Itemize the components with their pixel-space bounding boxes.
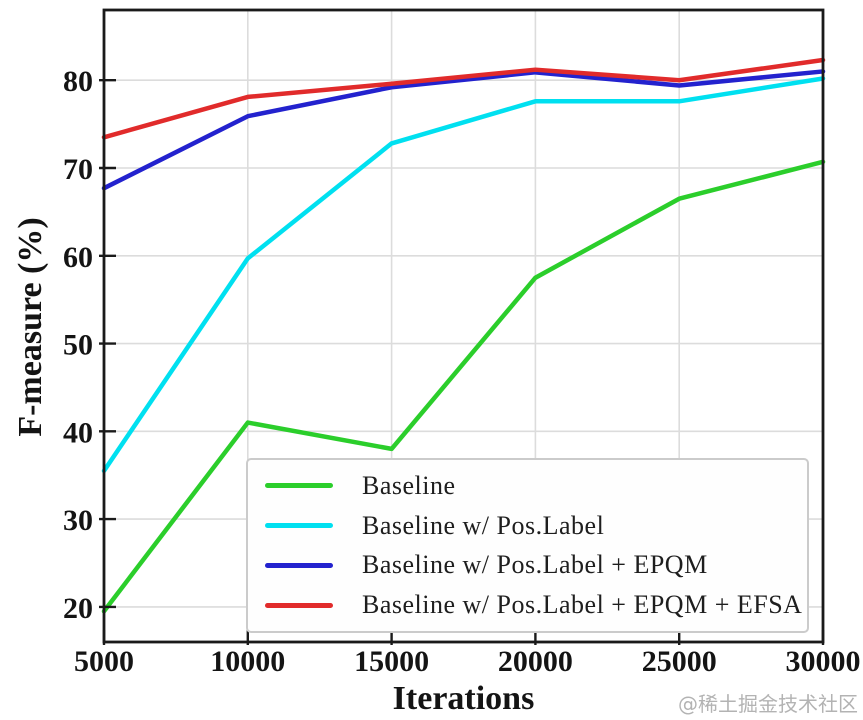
y-tick-label: 40	[63, 416, 93, 449]
y-tick-label: 80	[63, 65, 93, 98]
x-tick-label: 10000	[210, 645, 285, 678]
baseline-line-swatch	[265, 483, 333, 489]
legend-label: Baseline w/ Pos.Label + EPQM + EFSA	[362, 590, 803, 620]
series-line	[101, 57, 826, 140]
y-axis-label: F-measure (%)	[12, 217, 49, 437]
plot-border	[102, 8, 825, 644]
y-tick-label: 60	[63, 241, 93, 274]
watermark-text: @稀土掘金技术社区	[678, 692, 858, 716]
x-axis-label: Iterations	[392, 680, 535, 717]
x-tick-label: 5000	[74, 645, 134, 678]
legend-item-epqm: Baseline w/ Pos.Label + EPQM	[248, 547, 807, 583]
poslabel-line-swatch	[265, 523, 333, 529]
x-tick-label: 30000	[786, 645, 861, 678]
series-line	[101, 159, 826, 614]
y-tick-label: 50	[63, 329, 93, 362]
efsa-line-swatch	[265, 602, 333, 608]
x-tick-label: 25000	[642, 645, 717, 678]
x-tick-label: 15000	[354, 645, 429, 678]
series-line	[101, 76, 826, 474]
y-tick-label: 30	[63, 504, 93, 537]
legend-label: Baseline	[362, 470, 456, 500]
x-tick-label: 20000	[498, 645, 573, 678]
series-line	[101, 69, 826, 191]
legend-item-poslabel: Baseline w/ Pos.Label	[248, 508, 807, 544]
legend-item-efsa: Baseline w/ Pos.Label + EPQM + EFSA	[248, 587, 807, 623]
y-tick-label: 20	[63, 592, 93, 625]
epqm-line-swatch	[265, 562, 333, 568]
y-tick-label: 70	[63, 153, 93, 186]
legend-label: Baseline w/ Pos.Label	[362, 510, 605, 540]
legend-item-baseline: Baseline	[248, 468, 807, 504]
legend-label: Baseline w/ Pos.Label + EPQM	[362, 550, 708, 580]
chart-legend: Baseline Baseline w/ Pos.Label Baseline …	[246, 458, 809, 633]
